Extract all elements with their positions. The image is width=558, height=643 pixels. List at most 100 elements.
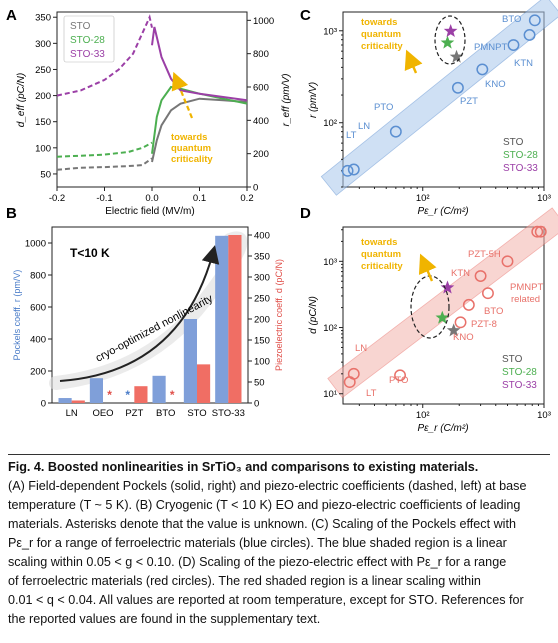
panel-a-curve-sto-dashed (56, 157, 153, 171)
caption-line: of ferroelectric materials (red circles)… (8, 574, 481, 588)
panel-b-temperature-label: T<10 K (70, 246, 110, 260)
panel-b-bar-d-sto (197, 364, 211, 403)
panel-a-x-tick-label: 0.2 (240, 193, 253, 204)
panel-a-y-right-tick-label: 1000 (253, 16, 274, 27)
panel-d-x-label: Pε_r (C/m²) (417, 423, 468, 434)
panel-a-y-left-tick-label: 250 (35, 65, 51, 76)
panel-b-y-right-tick-label: 350 (254, 252, 270, 263)
panel-d-scaling-band (327, 207, 558, 399)
panel-c-band-shape (320, 0, 558, 196)
caption-line: materials. Asterisks denote that the val… (8, 517, 516, 531)
panel-c-point-pmnpt (507, 39, 520, 51)
panel-c-star-sto33 (443, 24, 458, 37)
panel-c-label-pto: PTO (374, 102, 393, 113)
panel-a-y-right-label: r_eff (pm/V) (281, 74, 292, 127)
panel-b-x-tick-label: STO-33 (212, 408, 245, 419)
panel-a-y-right-tick-label: 200 (253, 149, 269, 160)
caption-rule (8, 454, 550, 455)
panel-a-y-left-tick-label: 350 (35, 13, 51, 24)
panel-b-x-tick-label: LN (66, 408, 78, 419)
panel-c-annotation-line3: criticality (361, 41, 403, 52)
panel-a-annotation-line2: quantum (171, 143, 211, 154)
panel-b-y-right-tick-label: 300 (254, 273, 270, 284)
caption-line: 0.01 < q < 0.04. All values are reported… (8, 593, 524, 607)
panel-b-bar-d-ln (71, 400, 85, 403)
panel-d-point-pzt8 (462, 298, 475, 311)
panel-a-y-left-tick-label: 50 (40, 169, 51, 180)
panel-a-legend-sto33: STO-33 (70, 49, 105, 60)
panel-b-bar-r-oeo (89, 378, 103, 403)
panel-c-label-bto: BTO (502, 14, 521, 25)
panel-b-y-right-ticks: 0 50 100 150 200 250 300 350 400 (248, 231, 270, 410)
panel-a-y-left-tick-label: 150 (35, 117, 51, 128)
panel-a-quantum-arrow (171, 71, 194, 119)
panel-a-curve-sto33-dashed (56, 14, 153, 97)
panel-b-bar-r-sto-33 (215, 235, 229, 403)
panel-c-point-pzt (451, 81, 464, 94)
panel-a-y-left-label: d_eff (pC/N) (16, 73, 27, 127)
panel-a-letter: A (6, 7, 17, 24)
panel-d-label-pzt5h: PZT-5H (468, 249, 501, 260)
panel-b-y-right-tick-label: 50 (254, 378, 265, 389)
panel-a-legend-sto28: STO-28 (70, 35, 105, 46)
panel-c-scaling-band (320, 0, 558, 196)
panel-d-x-tick-label: 10³ (537, 410, 551, 421)
panel-d-annotation-line2: quantum (361, 249, 401, 260)
panel-d-label-pmnpt: PMNPT (510, 282, 543, 293)
panel-c-x-label: Pε_r (C/m²) (417, 206, 468, 217)
caption-title: Fig. 4. Boosted nonlinearities in SrTiO₃… (8, 460, 479, 474)
panel-b-y-left-tick-label: 200 (30, 367, 46, 378)
panel-c-label-ktn: KTN (514, 58, 533, 69)
panel-d-quantum-arrow (418, 253, 437, 282)
panel-c-y-tick-label: 10³ (323, 26, 337, 37)
panel-b-y-right-tick-label: 150 (254, 336, 270, 347)
panel-d-y-tick-label: 10³ (323, 257, 337, 268)
panel-a: A -0.2 -0.1 0.0 0.1 0.2 50 100 150 200 250 300 350… (6, 7, 292, 217)
panel-a-y-left-tick-label: 300 (35, 39, 51, 50)
panel-b-x-tick-label: STO (187, 408, 206, 419)
panel-b-letter: B (6, 205, 17, 222)
panel-c-quantum-arrow (404, 49, 423, 74)
panel-b-y-right-tick-label: 400 (254, 231, 270, 242)
panel-c-letter: C (300, 7, 311, 24)
panel-b-bar-d-pzt (134, 386, 148, 403)
panel-d-ticks: 10² 10³ 10¹ 10² 10³ (323, 229, 551, 421)
panel-d-y-label: d (pC/N) (308, 296, 319, 334)
figure-canvas: A -0.2 -0.1 0.0 0.1 0.2 50 100 150 200 250 300 350… (6, 0, 558, 434)
panel-c-legend-sto: STO (503, 137, 524, 148)
panel-d-star-sto33 (440, 280, 455, 294)
panel-d-x-tick-label: 10² (416, 410, 430, 421)
panel-a-y-right-tick-label: 800 (253, 49, 269, 60)
panel-d-legend-sto: STO (502, 354, 523, 365)
panel-b-bar-d-sto-33 (228, 235, 242, 403)
panel-c-legend: STO STO-28 STO-33 (503, 137, 538, 174)
panel-c-label-pmnpt: PMNPT (474, 42, 507, 53)
panel-b-bars: * * * (58, 235, 242, 403)
panel-c-annotation-line2: quantum (361, 29, 401, 40)
caption-line: scaling within 0.05 < g < 0.10. (D) Scal… (8, 555, 507, 569)
panel-d-label-lt: LT (366, 388, 377, 399)
panel-d-star-sto28 (435, 310, 450, 324)
panel-a-curve-sto-solid (151, 97, 248, 163)
panel-a-annotation-line1: towards (171, 132, 207, 143)
panel-b-x-tick-label: OEO (92, 408, 113, 419)
panel-d: D 10² 10³ 10¹ 10² 10³ LN LT PTO PZT-5H KTN BTO PZT… (300, 205, 558, 434)
panel-a-y-right-tick-label: 0 (253, 183, 258, 194)
panel-d-legend-sto28: STO-28 (502, 367, 537, 378)
panel-a-annotation-line3: criticality (171, 154, 213, 165)
panel-d-label-bto: BTO (484, 306, 503, 317)
panel-b-bar-r-ln (58, 398, 72, 403)
panel-c-y-label: r (pm/V) (308, 82, 319, 118)
panel-d-point-lt (343, 376, 356, 389)
panel-d-label-pzt8: PZT-8 (471, 319, 497, 330)
panel-d-point-pmnpt (531, 225, 544, 238)
figure-caption: Fig. 4. Boosted nonlinearities in SrTiO₃… (8, 454, 550, 629)
panel-d-label-kno: KNO (453, 332, 474, 343)
panel-d-y-tick-label: 10² (323, 323, 337, 334)
panel-a-legend: STO STO-28 STO-33 (63, 15, 115, 63)
panel-a-y-right-tick-label: 600 (253, 83, 269, 94)
panel-a-curves (56, 14, 248, 171)
panel-d-label-related: related (511, 294, 540, 305)
